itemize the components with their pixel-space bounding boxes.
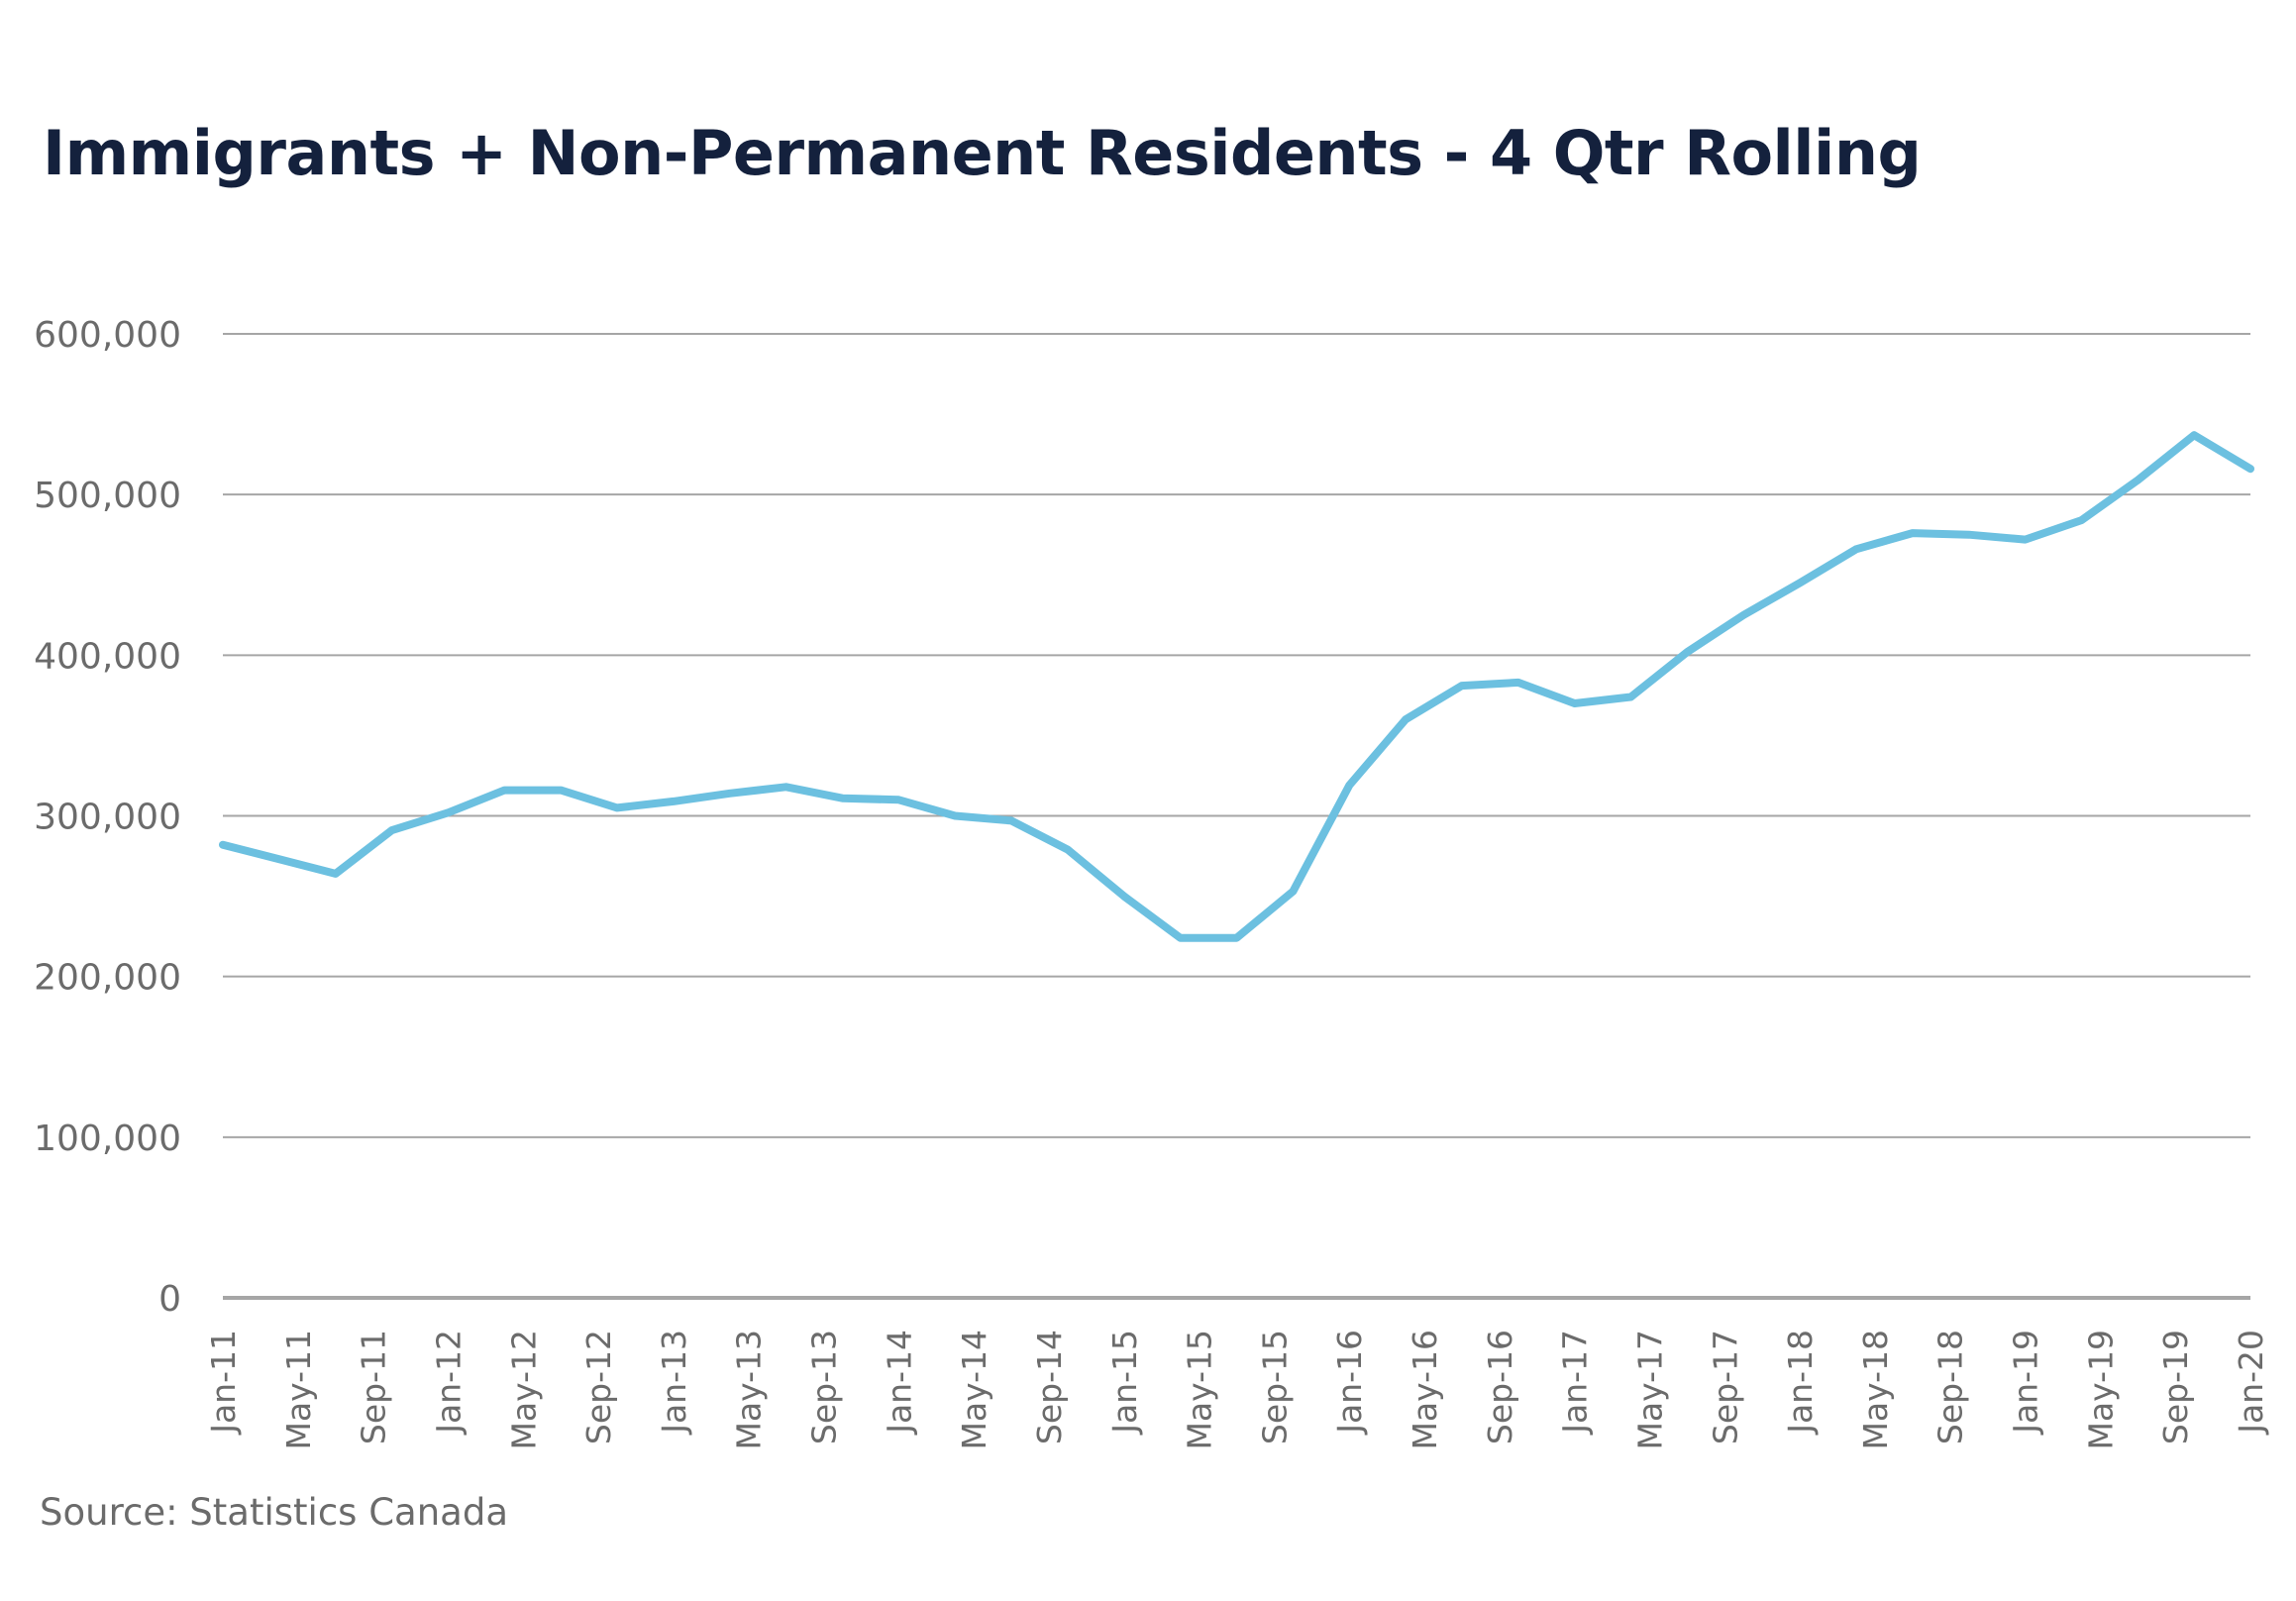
x-tick-label: May-16	[1406, 1330, 1444, 1450]
y-tick-label: 100,000	[34, 1119, 181, 1159]
y-tick-label: 0	[158, 1279, 181, 1320]
x-tick-label: Sep-11	[355, 1330, 393, 1444]
x-tick-label: Jan-18	[1781, 1330, 1820, 1436]
x-tick-label: Jan-17	[1556, 1330, 1595, 1436]
x-tick-label: Sep-17	[1706, 1330, 1744, 1444]
x-tick-label: Jan-16	[1330, 1330, 1369, 1436]
y-tick-label: 600,000	[34, 315, 181, 356]
x-tick-label: Jan-12	[429, 1330, 468, 1436]
x-tick-label: Sep-13	[805, 1330, 844, 1444]
x-tick-label: Jan-20	[2232, 1330, 2270, 1436]
x-tick-label: May-19	[2081, 1330, 2120, 1450]
x-tick-label: May-17	[1630, 1330, 1669, 1450]
chart-title: Immigrants + Non-Permanent Residents - 4…	[43, 117, 1922, 189]
series-line	[219, 431, 2254, 942]
series-layer	[219, 431, 2254, 942]
x-tick-label: Sep-19	[2156, 1330, 2195, 1444]
x-tick-label: Sep-16	[1481, 1330, 1519, 1444]
x-tick-label: Sep-18	[1931, 1330, 1970, 1444]
x-tick-label: Jan-13	[655, 1330, 693, 1436]
x-tick-label: Jan-19	[2007, 1330, 2045, 1436]
y-tick-label: 200,000	[34, 958, 181, 999]
x-tick-label: Sep-14	[1030, 1330, 1069, 1444]
y-tick-label: 500,000	[34, 476, 181, 516]
y-tick-label: 300,000	[34, 798, 181, 838]
x-tick-label: Jan-11	[204, 1330, 243, 1436]
x-tick-label: Sep-15	[1255, 1330, 1294, 1444]
x-tick-label: Sep-12	[579, 1330, 618, 1444]
y-tick-label: 400,000	[34, 636, 181, 677]
x-tick-label: May-13	[730, 1330, 769, 1450]
x-tick-label: May-15	[1181, 1330, 1219, 1450]
x-axis-ticks: Jan-11 May-11 Sep-11 Jan-12 May-12 Sep-12 Jan-…	[204, 1330, 2270, 1450]
x-tick-label: May-12	[504, 1330, 543, 1450]
y-axis-ticks: 0 100,000 200,000 300,000 400,000 500,000 600,…	[34, 315, 181, 1320]
x-tick-label: May-11	[279, 1330, 318, 1450]
x-tick-label: Jan-14	[880, 1330, 918, 1436]
x-tick-label: May-18	[1856, 1330, 1895, 1450]
x-tick-label: May-14	[955, 1330, 993, 1450]
x-tick-label: Jan-15	[1105, 1330, 1144, 1436]
gridlines	[223, 333, 2250, 1300]
chart-source: Source: Statistics Canada	[40, 1491, 508, 1534]
